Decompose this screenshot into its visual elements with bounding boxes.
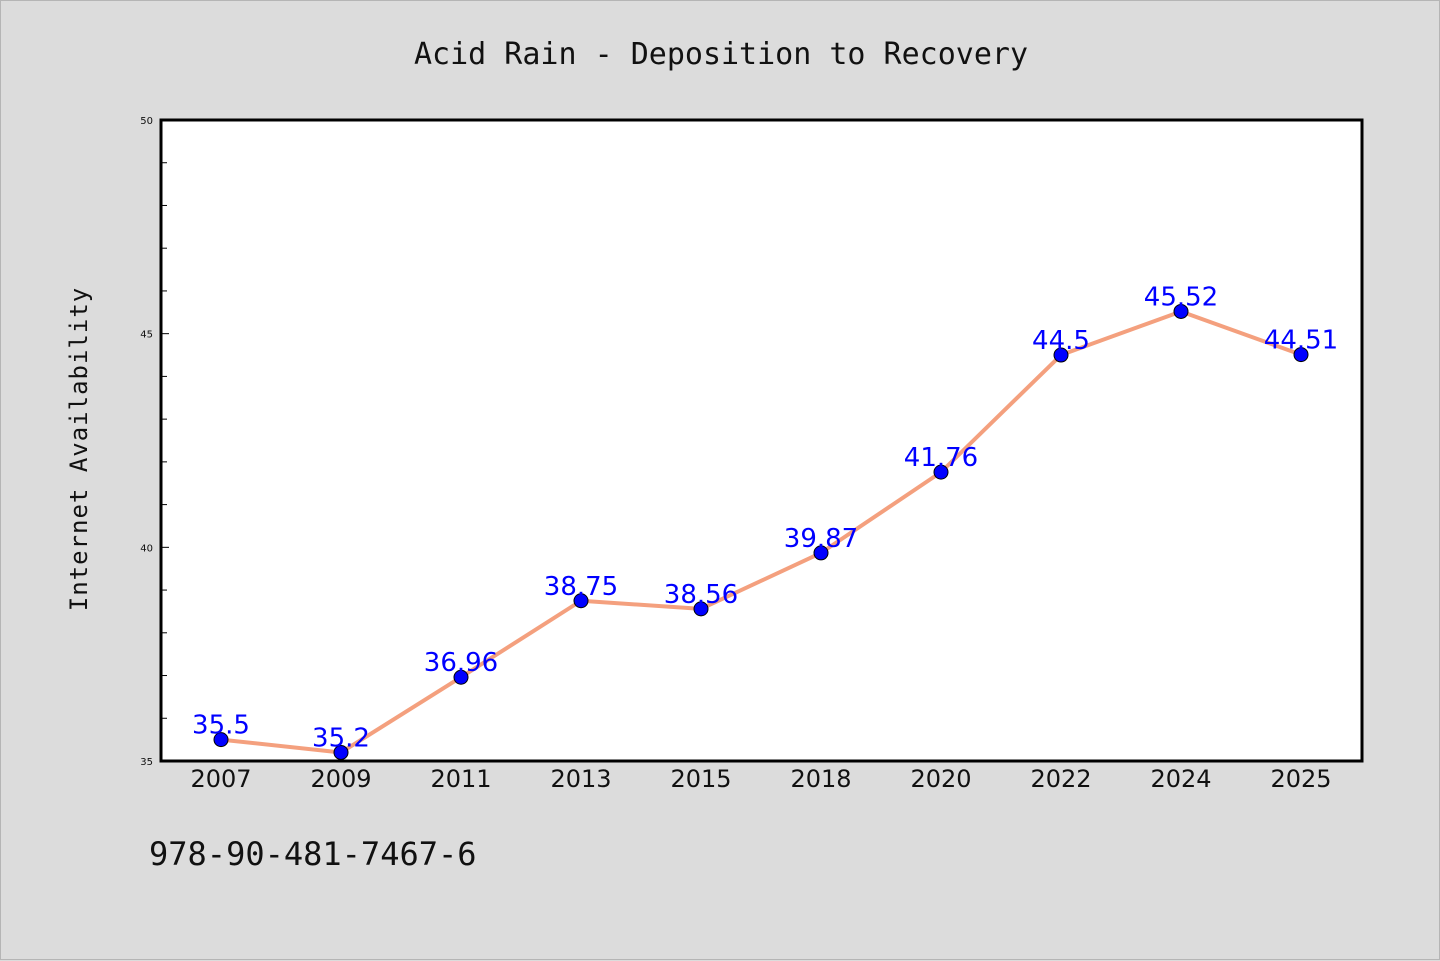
data-label: 39.87 — [784, 524, 858, 554]
series-line — [220, 309, 1302, 755]
data-point — [1173, 303, 1189, 319]
y-tick-label: 45 — [140, 330, 153, 341]
x-tick-label: 2022 — [1030, 765, 1091, 793]
x-tick-label: 2025 — [1270, 765, 1331, 793]
x-tick-label: 2024 — [1150, 765, 1211, 793]
data-point — [1293, 347, 1309, 363]
data-label: 35.5 — [192, 711, 250, 741]
data-label: 41.76 — [904, 443, 978, 473]
y-axis-label: Internet Availability — [65, 287, 93, 611]
plot-area — [159, 118, 1364, 763]
x-tick-label: 2013 — [550, 765, 611, 793]
data-point — [693, 601, 709, 617]
x-axis: 2007 2009 2011 2013 2015 2018 2020 2022 2024 2025 — [190, 765, 1331, 793]
y-axis: 35 40 45 50 — [140, 116, 169, 768]
x-tick-label: 2020 — [910, 765, 971, 793]
data-point — [333, 744, 349, 760]
x-tick-label: 2007 — [190, 765, 251, 793]
x-tick-label: 2018 — [790, 765, 851, 793]
x-tick-label: 2015 — [670, 765, 731, 793]
y-tick-label: 50 — [140, 116, 153, 127]
data-point — [573, 593, 589, 609]
data-label: 35.2 — [312, 723, 370, 753]
series-group: 35.5 35.2 36.96 38.75 38.56 39.87 41.76 44.5 45.… — [192, 282, 1338, 760]
footer-isbn: 978-90-481-7467-6 — [149, 835, 477, 873]
x-tick-label: 2009 — [310, 765, 371, 793]
data-label: 36.96 — [424, 648, 498, 678]
data-label: 44.51 — [1264, 326, 1338, 356]
data-label: 38.75 — [544, 572, 618, 602]
data-label: 45.52 — [1144, 282, 1218, 312]
data-point — [1053, 347, 1069, 363]
data-point — [453, 669, 469, 685]
x-tick-label: 2011 — [430, 765, 491, 793]
data-point — [933, 464, 949, 480]
data-point — [813, 545, 829, 561]
chart-title: Acid Rain - Deposition to Recovery — [414, 37, 1028, 72]
data-label: 44.5 — [1032, 326, 1090, 356]
data-point — [213, 732, 229, 748]
y-tick-label: 35 — [140, 757, 153, 768]
data-label: 38.56 — [664, 580, 738, 610]
y-tick-label: 40 — [140, 543, 153, 554]
